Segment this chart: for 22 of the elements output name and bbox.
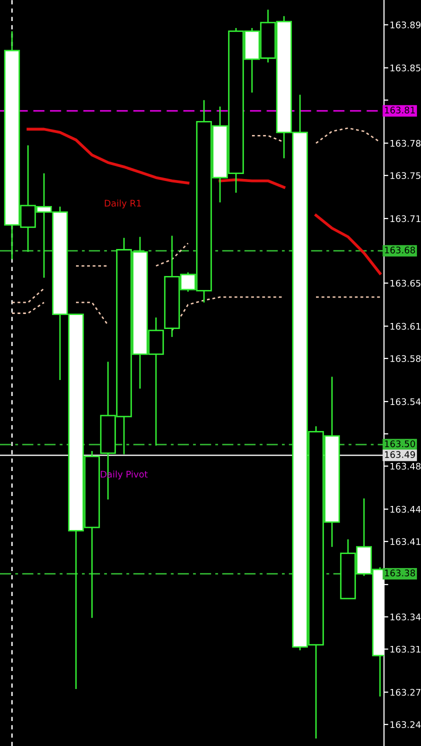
ref-line-label: 163.38 bbox=[384, 570, 415, 576]
y-tick-label: 163.78 bbox=[390, 140, 421, 147]
y-tick-label: 163.65 bbox=[390, 280, 420, 287]
y-tick-label: 163.71 bbox=[390, 215, 420, 222]
annotation: Daily R1 bbox=[104, 200, 141, 208]
y-tick-label: 163.41 bbox=[390, 538, 420, 546]
ref-line-label: 163.68 bbox=[384, 246, 415, 254]
ref-line-label: 163.81 bbox=[384, 106, 415, 114]
y-tick-label: 163.31 bbox=[390, 646, 420, 653]
y-tick-label: 163.48 bbox=[390, 462, 421, 470]
y-tick-label: 163.27 bbox=[390, 688, 420, 696]
ref-line-label: 163.49 bbox=[384, 451, 415, 458]
y-tick-label: 163.58 bbox=[390, 355, 421, 362]
y-tick-label: 163.89 bbox=[390, 21, 421, 28]
y-tick-label: 163.54 bbox=[390, 398, 421, 406]
y-tick-label: 163.61 bbox=[390, 322, 420, 330]
y-tick-label: 163.75 bbox=[390, 172, 420, 180]
ref-line-label: 163.50 bbox=[384, 440, 415, 448]
y-tick-label: 163.34 bbox=[390, 614, 421, 620]
y-tick-label: 163.44 bbox=[390, 506, 421, 513]
y-tick-label: 163.85 bbox=[390, 64, 420, 72]
y-tick-label: 163.24 bbox=[390, 721, 421, 728]
